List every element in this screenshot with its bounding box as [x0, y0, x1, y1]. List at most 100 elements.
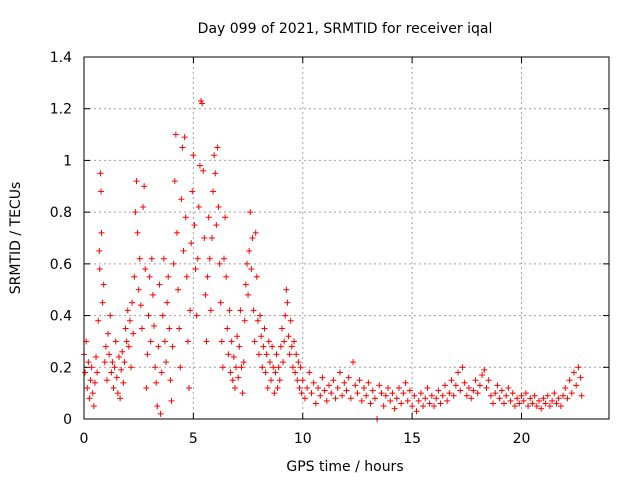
- data-point: [297, 364, 304, 371]
- data-point: [540, 395, 547, 402]
- data-point: [151, 322, 157, 329]
- data-point: [439, 392, 446, 399]
- data-point: [178, 196, 185, 203]
- data-point: [378, 390, 385, 397]
- data-point: [110, 384, 117, 391]
- data-point: [233, 364, 240, 371]
- data-point: [94, 369, 101, 376]
- data-point: [218, 338, 225, 345]
- data-point: [455, 369, 462, 376]
- data-point: [341, 379, 348, 386]
- data-point: [294, 377, 301, 384]
- data-point: [136, 255, 143, 262]
- data-point: [450, 392, 457, 399]
- data-point: [328, 390, 335, 397]
- data-point: [149, 291, 156, 298]
- x-axis-title: GPS time / hours: [286, 459, 403, 475]
- data-point: [389, 390, 396, 397]
- data-point: [211, 152, 218, 159]
- data-point: [238, 364, 245, 371]
- data-point: [481, 366, 488, 373]
- data-point: [102, 343, 109, 350]
- data-point: [107, 312, 114, 319]
- data-point: [222, 214, 229, 221]
- data-point: [448, 377, 455, 384]
- data-point: [173, 229, 180, 236]
- data-point: [167, 377, 174, 384]
- data-point: [202, 291, 209, 298]
- data-point: [183, 273, 190, 280]
- data-point: [96, 266, 103, 273]
- data-point: [358, 397, 365, 404]
- data-point: [476, 382, 483, 389]
- data-point: [228, 338, 235, 345]
- data-point: [89, 390, 96, 397]
- data-point: [507, 397, 514, 404]
- data-point: [250, 307, 257, 314]
- data-point: [112, 338, 119, 345]
- data-point: [119, 348, 126, 355]
- data-point: [420, 403, 427, 410]
- data-point: [417, 390, 424, 397]
- data-point: [243, 260, 250, 267]
- grid: [84, 57, 609, 419]
- data-point: [306, 369, 313, 376]
- data-point: [117, 395, 124, 402]
- data-point: [101, 359, 108, 366]
- data-point: [99, 299, 106, 306]
- data-point: [108, 369, 115, 376]
- data-point: [132, 209, 139, 216]
- data-point: [96, 247, 103, 254]
- data-point: [213, 222, 220, 229]
- data-point: [241, 317, 248, 324]
- data-point: [396, 384, 402, 391]
- data-point: [123, 338, 130, 345]
- y-tick-label: 0.4: [50, 309, 72, 325]
- data-point: [501, 400, 507, 407]
- data-point: [544, 392, 551, 399]
- data-point: [289, 364, 296, 371]
- data-point: [191, 222, 198, 229]
- data-point: [129, 299, 136, 306]
- data-point: [182, 214, 189, 221]
- data-point: [125, 343, 132, 350]
- plot-frame: [83, 56, 610, 420]
- data-point: [472, 377, 479, 384]
- y-tick-label: 0: [63, 412, 72, 428]
- data-point: [339, 392, 346, 399]
- data-point: [568, 390, 575, 397]
- data-point: [298, 390, 305, 397]
- data-point: [336, 369, 343, 376]
- data-point: [135, 286, 142, 293]
- data-point: [304, 384, 311, 391]
- data-point: [154, 403, 161, 410]
- data-point: [121, 359, 128, 366]
- data-point: [88, 364, 95, 371]
- data-point: [145, 312, 152, 319]
- data-point: [485, 377, 492, 384]
- data-point: [113, 374, 120, 381]
- data-point: [256, 351, 262, 358]
- data-point: [393, 395, 400, 402]
- data-point: [251, 338, 258, 345]
- data-point: [165, 273, 172, 280]
- data-point: [498, 387, 505, 394]
- data-point: [210, 188, 217, 195]
- data-point: [466, 384, 472, 391]
- data-point: [206, 255, 213, 262]
- data-point: [212, 170, 219, 177]
- data-point: [274, 384, 281, 391]
- data-point: [496, 395, 503, 402]
- data-point: [428, 392, 435, 399]
- data-point: [452, 382, 459, 389]
- data-point: [560, 392, 567, 399]
- data-point: [382, 392, 389, 399]
- data-point: [236, 343, 243, 350]
- y-tick-label: 0.8: [50, 205, 72, 221]
- data-point: [168, 397, 175, 404]
- x-tick-label: 20: [513, 431, 531, 447]
- data-point: [235, 374, 242, 381]
- data-point: [259, 364, 266, 371]
- data-point: [330, 377, 337, 384]
